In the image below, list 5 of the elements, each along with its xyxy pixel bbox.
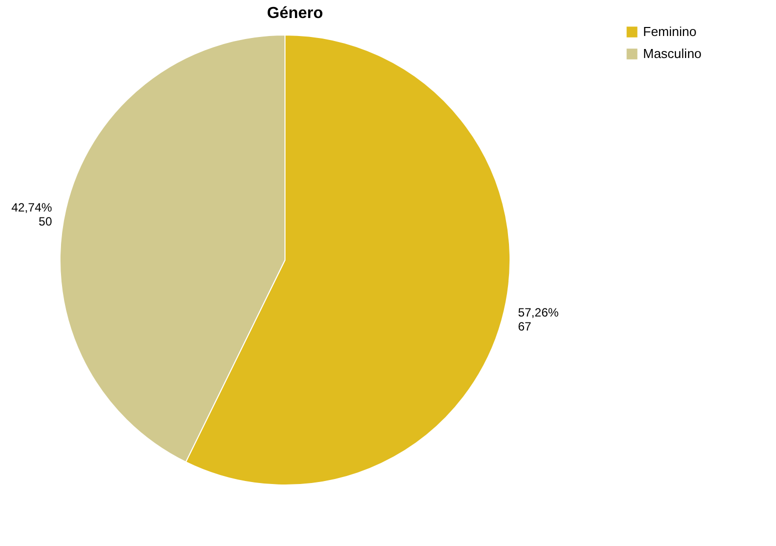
chart-title: Género [266,5,324,22]
data-label: 57,26% 67 [518,306,559,334]
legend-label: Feminino [643,24,696,39]
legend-label: Masculino [643,46,702,61]
data-label: 42,74% 50 [11,200,52,228]
